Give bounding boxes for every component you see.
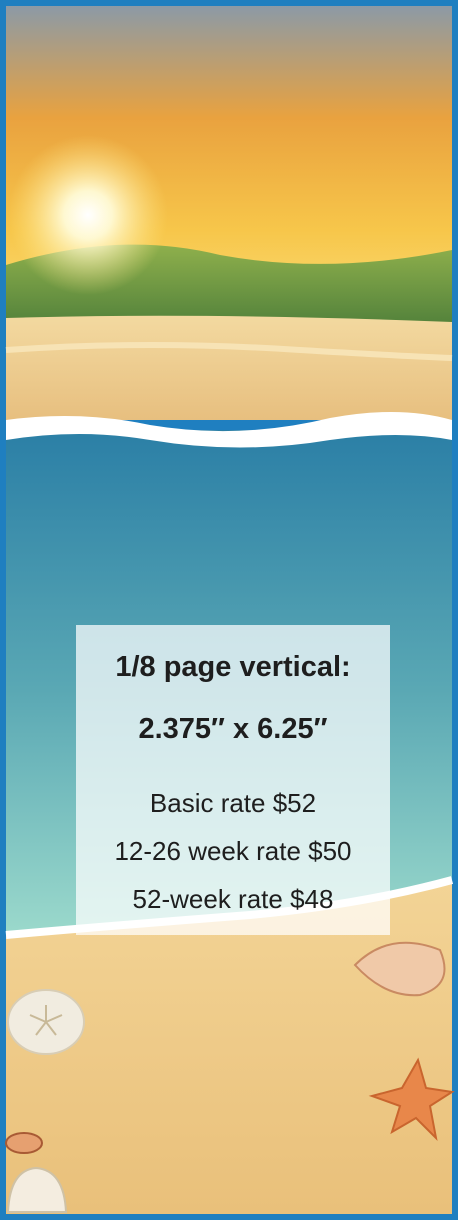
rate: 12-26 week rate $50 — [114, 836, 351, 866]
sun — [8, 135, 168, 295]
heading-line1: 1/8 page vertical: — [115, 651, 350, 683]
far-beach — [6, 316, 452, 420]
small-shell — [6, 1133, 42, 1153]
rate: Basic rate $52 — [150, 788, 316, 818]
ad-panel: 1/8 page vertical: 2.375″ x 6.25″ Basic … — [0, 0, 458, 1220]
page: 1/8 page vertical: 2.375″ x 6.25″ Basic … — [0, 0, 458, 1220]
rate: 52-week rate $48 — [133, 884, 334, 914]
heading-line2: 2.375″ x 6.25″ — [138, 713, 327, 745]
